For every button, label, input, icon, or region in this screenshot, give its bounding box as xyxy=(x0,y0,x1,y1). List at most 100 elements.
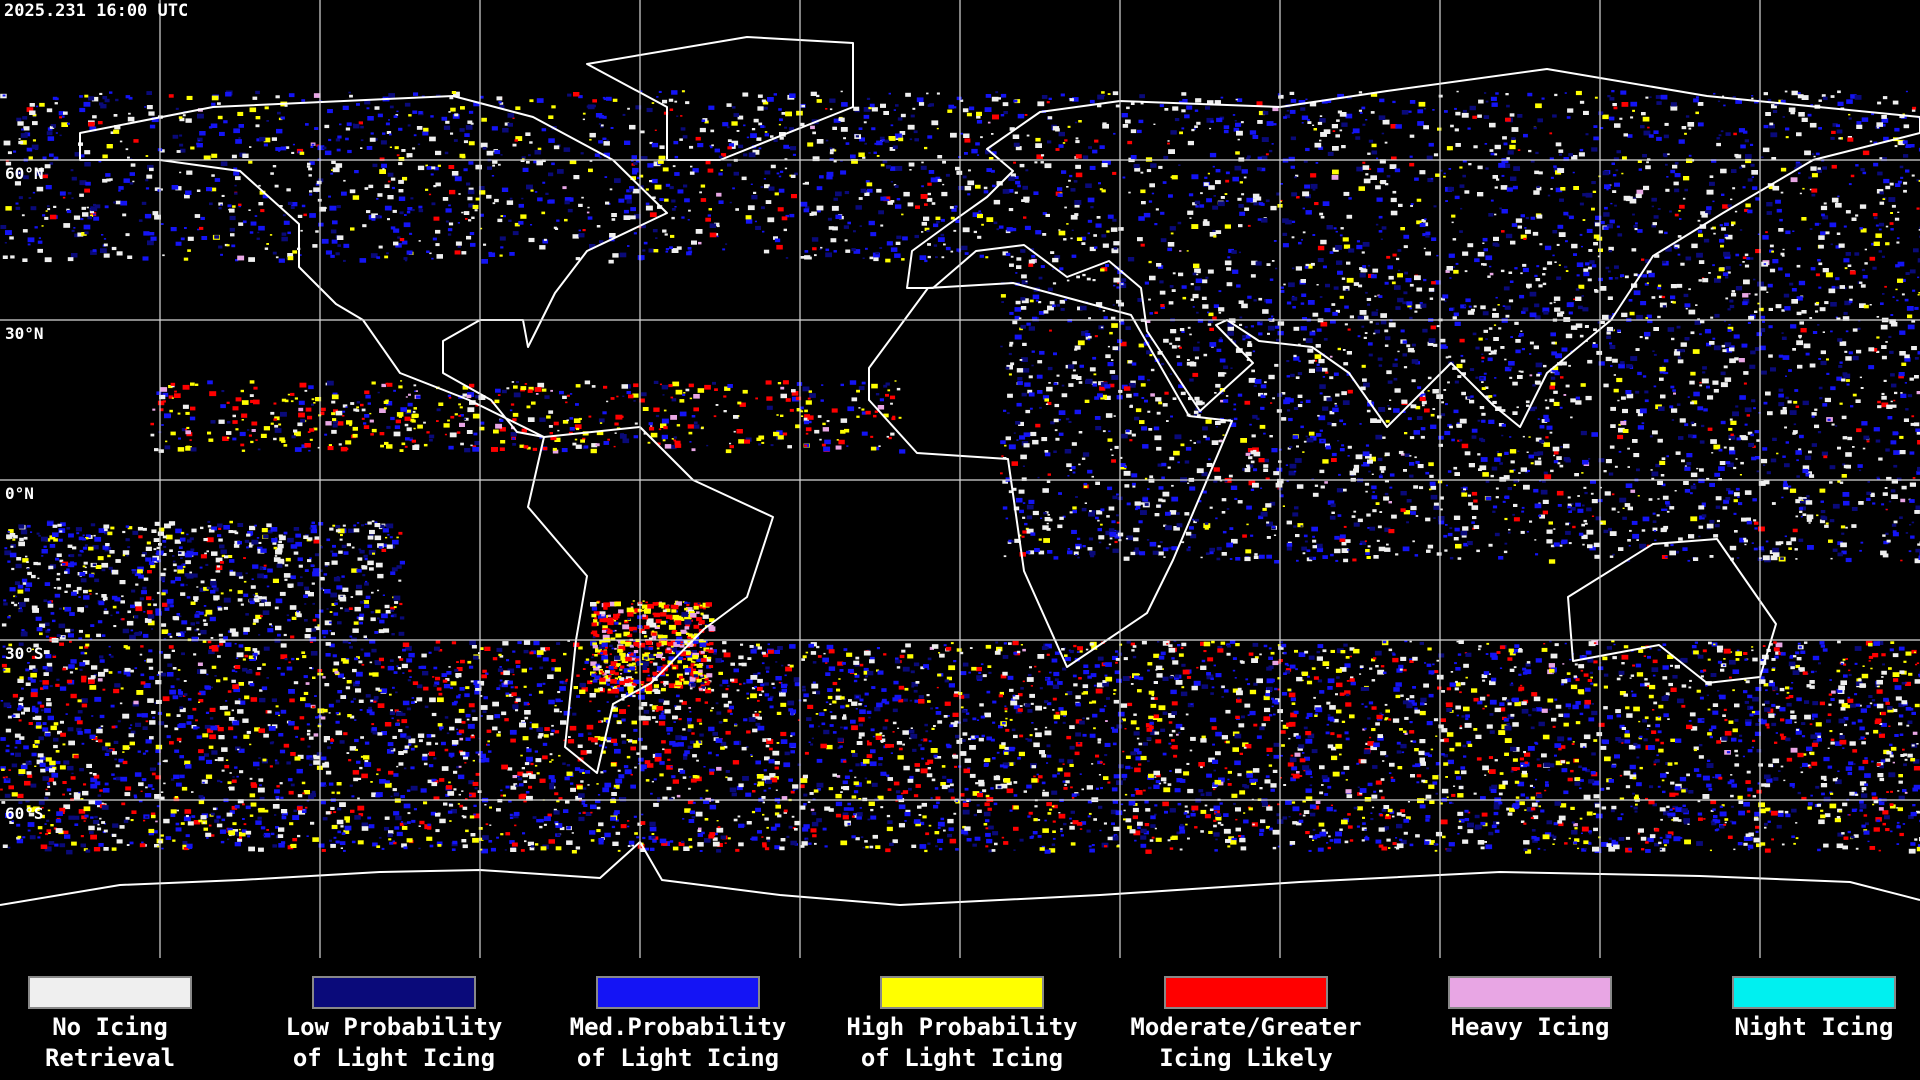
icing-pixel xyxy=(1153,697,1158,700)
icing-pixel xyxy=(1531,802,1538,807)
icing-pixel xyxy=(1756,843,1762,848)
icing-pixel xyxy=(243,734,250,739)
icing-pixel xyxy=(39,756,46,761)
icing-pixel xyxy=(910,670,915,674)
icing-pixel xyxy=(1064,654,1068,657)
icing-pixel xyxy=(1345,737,1350,741)
icing-pixel xyxy=(263,646,270,651)
icing-pixel xyxy=(1580,743,1587,748)
icing-pixel xyxy=(638,715,646,721)
icing-pixel xyxy=(571,850,577,854)
icing-pixel xyxy=(1699,696,1704,700)
icing-pixel xyxy=(1063,714,1066,717)
icing-pixel xyxy=(339,802,346,807)
icing-pixel xyxy=(7,715,12,719)
icing-pixel xyxy=(1060,710,1067,716)
icing-pixel xyxy=(853,781,859,786)
icing-pixel xyxy=(280,643,287,648)
icing-pixel xyxy=(1069,763,1074,767)
icing-pixel xyxy=(870,749,876,754)
icing-pixel xyxy=(949,724,954,728)
icing-pixel xyxy=(1520,793,1525,797)
icing-pixel xyxy=(1005,717,1008,720)
icing-pixel xyxy=(613,742,618,746)
icing-pixel xyxy=(63,830,69,834)
icing-pixel xyxy=(1560,745,1566,749)
icing-pixel xyxy=(1764,774,1771,780)
icing-pixel xyxy=(1365,835,1368,838)
icing-pixel xyxy=(596,806,601,810)
icing-pixel xyxy=(1449,801,1453,804)
icing-pixel xyxy=(50,725,57,731)
icing-pixel xyxy=(1432,663,1435,666)
icing-pixel xyxy=(1798,646,1802,649)
icing-pixel xyxy=(1239,790,1246,795)
icing-pixel xyxy=(8,769,11,771)
icing-pixel xyxy=(214,807,218,810)
icing-pixel xyxy=(684,750,690,755)
icing-pixel xyxy=(261,686,268,691)
icing-pixel xyxy=(931,644,939,649)
icing-pixel xyxy=(1896,843,1900,845)
icing-pixel xyxy=(164,759,168,763)
icing-pixel xyxy=(1052,684,1060,689)
icing-pixel xyxy=(209,734,216,740)
icing-pixel xyxy=(826,644,834,650)
icing-pixel xyxy=(1604,756,1611,762)
icing-pixel xyxy=(1802,753,1807,756)
icing-pixel xyxy=(774,812,780,816)
icing-pixel xyxy=(1535,799,1540,803)
icing-pixel xyxy=(1429,800,1435,804)
icing-pixel xyxy=(1428,840,1435,845)
icing-pixel xyxy=(1897,824,1900,827)
icing-pixel xyxy=(1463,706,1470,712)
icing-pixel xyxy=(512,704,519,709)
icing-pixel xyxy=(1287,762,1294,767)
icing-pixel xyxy=(242,658,246,661)
icing-pixel xyxy=(1409,730,1415,734)
icing-pixel xyxy=(85,849,91,853)
icing-pixel xyxy=(621,698,625,701)
icing-pixel xyxy=(1435,792,1439,795)
icing-pixel xyxy=(170,809,177,814)
icing-pixel xyxy=(471,709,476,713)
icing-pixel xyxy=(879,732,883,735)
icing-pixel xyxy=(776,711,782,715)
icing-pixel xyxy=(1602,739,1609,745)
icing-pixel xyxy=(762,813,765,816)
icing-pixel xyxy=(1864,783,1869,787)
icing-pixel xyxy=(18,702,24,707)
icing-pixel xyxy=(1307,733,1315,739)
icing-pixel xyxy=(492,726,498,731)
icing-pixel xyxy=(666,765,673,770)
icing-pixel xyxy=(528,772,532,776)
icing-pixel xyxy=(763,789,767,792)
icing-pixel xyxy=(1003,642,1008,645)
icing-pixel xyxy=(480,705,488,710)
icing-pixel xyxy=(408,652,415,658)
icing-pixel xyxy=(1052,830,1056,833)
icing-pixel xyxy=(835,801,843,807)
icing-pixel xyxy=(1073,644,1077,648)
icing-pixel xyxy=(216,644,220,648)
icing-pixel xyxy=(134,667,138,670)
icing-pixel xyxy=(1869,846,1876,850)
icing-pixel xyxy=(1667,762,1673,766)
icing-pixel xyxy=(1343,765,1350,770)
icing-pixel xyxy=(597,710,601,713)
icing-pixel xyxy=(1154,731,1160,735)
icing-pixel xyxy=(808,842,812,845)
icing-pixel xyxy=(1770,810,1778,816)
icing-pixel xyxy=(851,815,855,818)
icing-pixel xyxy=(1175,768,1182,774)
icing-pixel xyxy=(902,743,905,746)
icing-pixel xyxy=(1659,848,1662,851)
icing-pixel xyxy=(976,719,980,721)
icing-pixel xyxy=(90,783,98,789)
icing-pixel xyxy=(302,810,306,813)
icing-pixel xyxy=(329,839,332,842)
icing-pixel xyxy=(246,669,253,674)
icing-pixel xyxy=(910,727,913,729)
icing-pixel xyxy=(1677,819,1682,822)
